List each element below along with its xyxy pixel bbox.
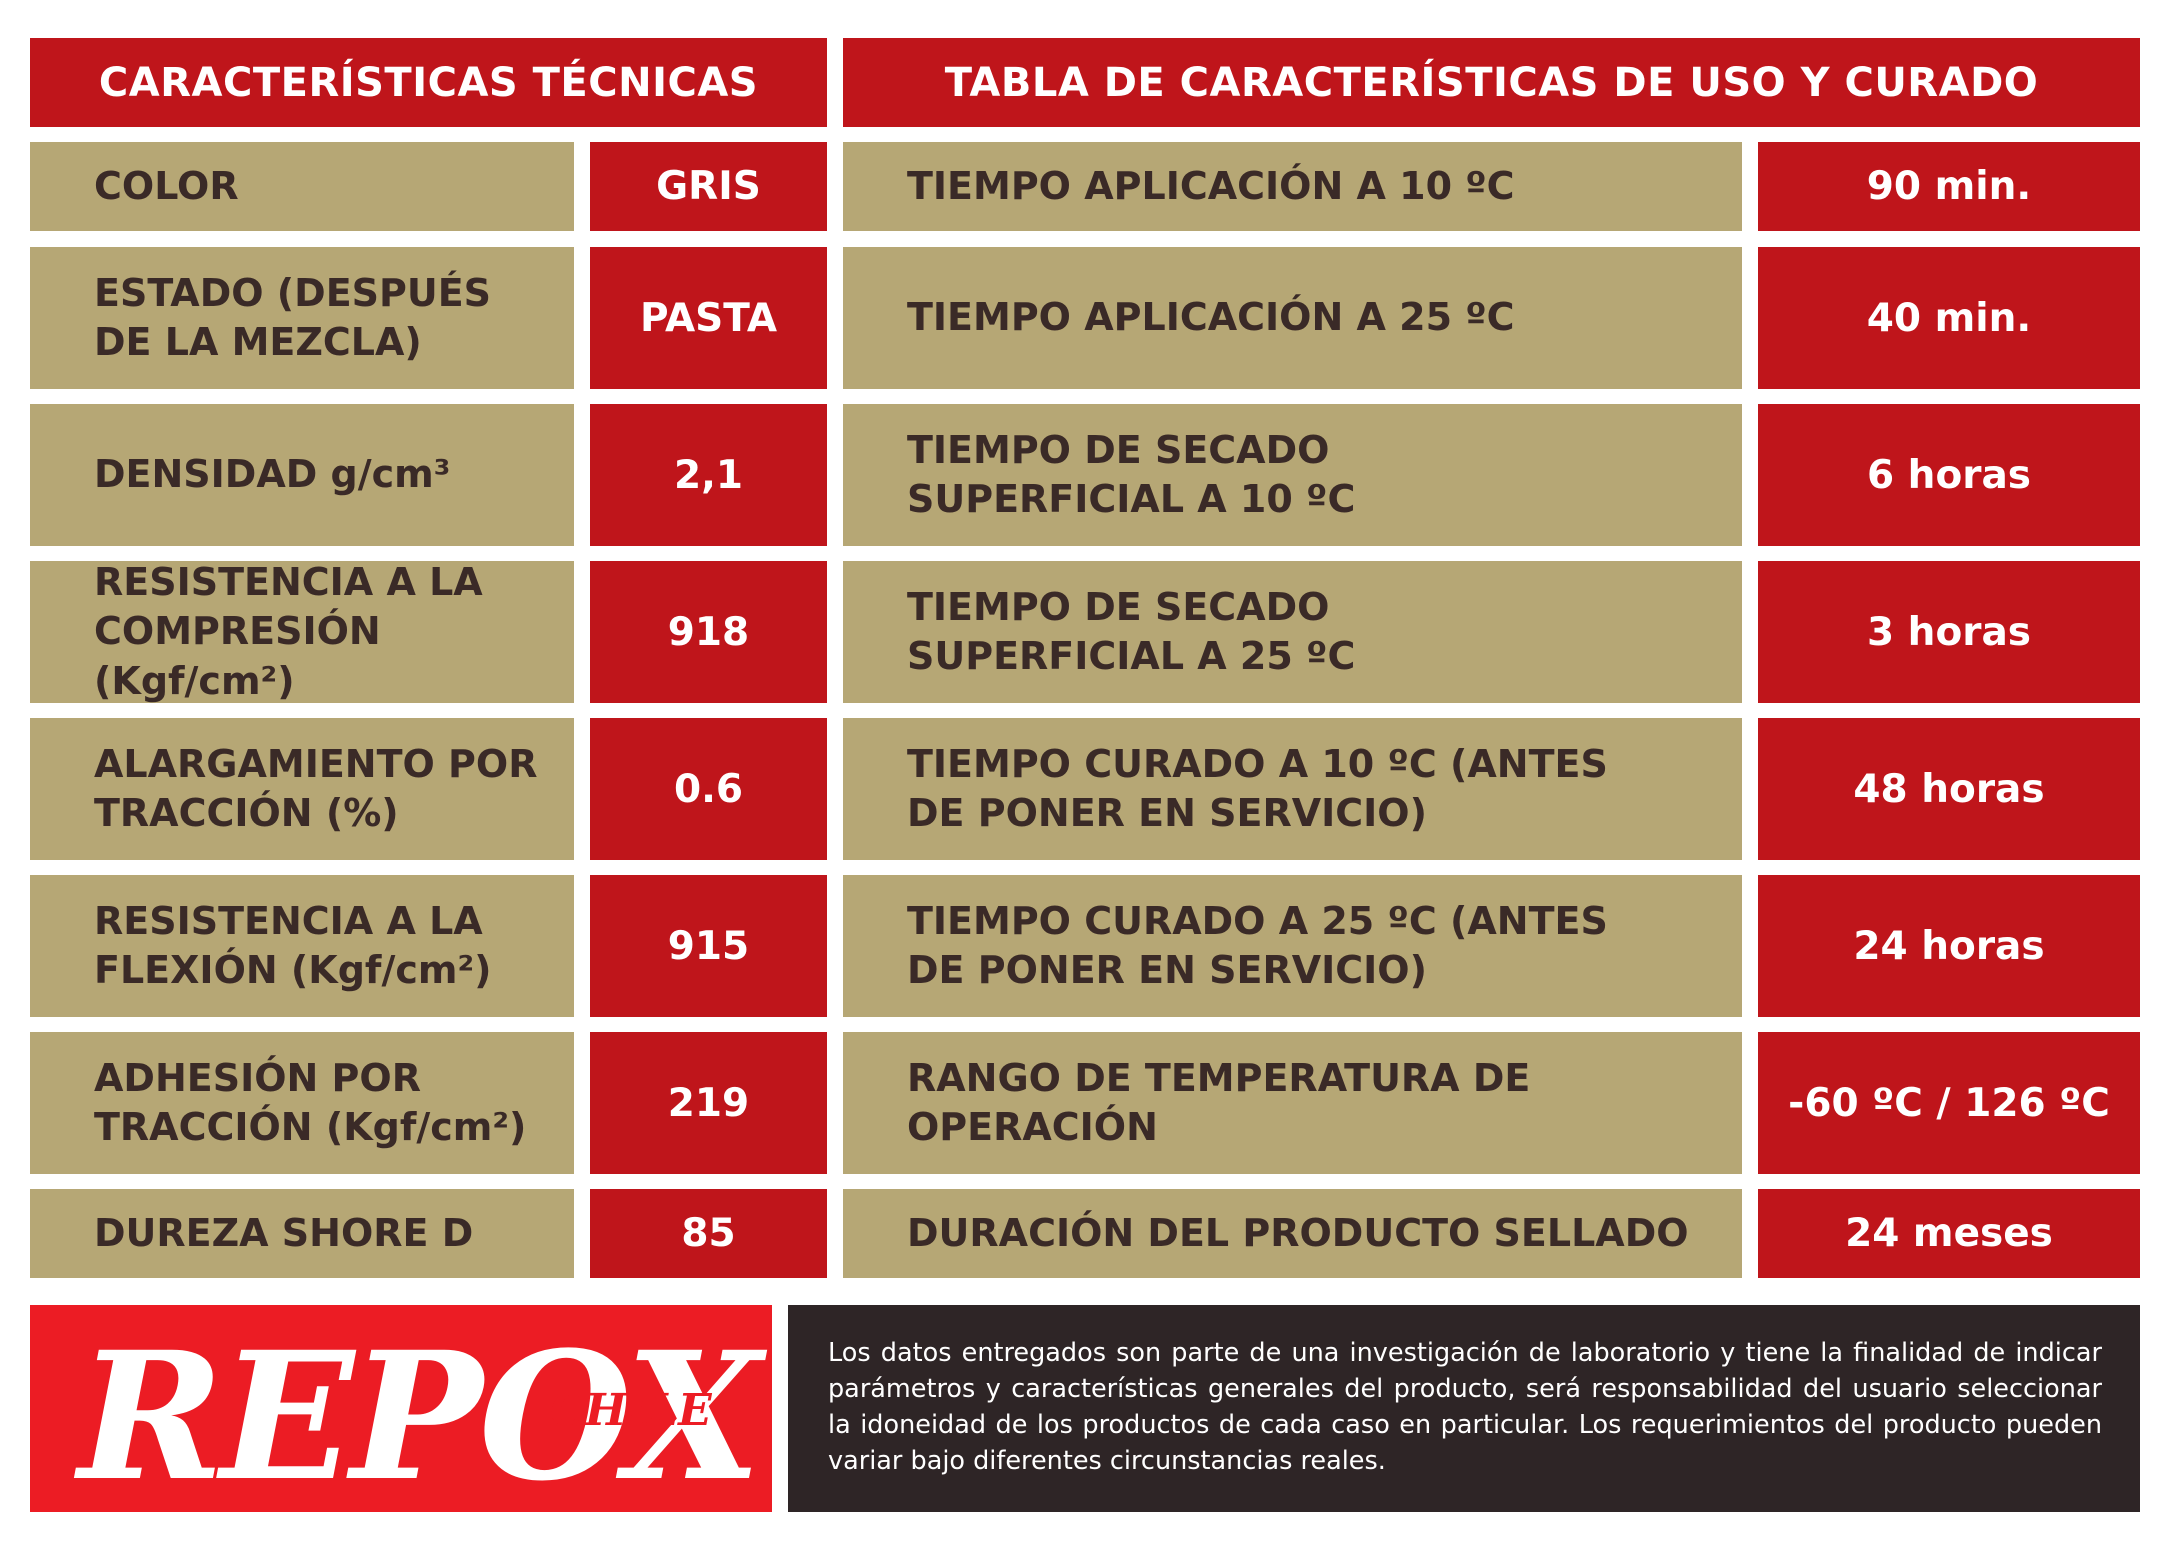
- row-value-application-10: 90 min.: [1758, 142, 2140, 231]
- row-label-temperature-range: RANGO DE TEMPERATURA DE OPERACIÓN: [843, 1032, 1742, 1174]
- row-value-application-25: 40 min.: [1758, 247, 2140, 389]
- left-header: CARACTERÍSTICAS TÉCNICAS: [30, 38, 827, 127]
- logo-subtitle: CHILE: [550, 1385, 712, 1436]
- row-label-elongation: ALARGAMIENTO POR TRACCIÓN (%): [30, 718, 574, 860]
- row-label-shelf-life: DURACIÓN DEL PRODUCTO SELLADO: [843, 1189, 1742, 1278]
- row-value-flexion: 915: [590, 875, 827, 1017]
- row-label-adhesion: ADHESIÓN POR TRACCIÓN (Kgf/cm²): [30, 1032, 574, 1174]
- row-value-cure-25: 24 horas: [1758, 875, 2140, 1017]
- row-value-state: PASTA: [590, 247, 827, 389]
- disclaimer-text: Los datos entregados son parte de una in…: [788, 1305, 2140, 1512]
- row-value-density: 2,1: [590, 404, 827, 546]
- row-label-application-25: TIEMPO APLICACIÓN A 25 ºC: [843, 247, 1742, 389]
- row-label-cure-10: TIEMPO CURADO A 10 ºC (ANTES DE PONER EN…: [843, 718, 1742, 860]
- repox-logo: REPOX CHILE: [30, 1305, 772, 1512]
- row-value-shelf-life: 24 meses: [1758, 1189, 2140, 1278]
- row-label-application-10: TIEMPO APLICACIÓN A 10 ºC: [843, 142, 1742, 231]
- row-label-compression: RESISTENCIA A LA COMPRESIÓN (Kgf/cm²): [30, 560, 574, 703]
- logo-wordmark: REPOX: [78, 1313, 762, 1520]
- row-value-color: GRIS: [590, 142, 827, 231]
- row-value-adhesion: 219: [590, 1032, 827, 1174]
- row-value-surface-dry-25: 3 horas: [1758, 561, 2140, 703]
- row-label-hardness: DUREZA SHORE D: [30, 1189, 574, 1278]
- row-value-surface-dry-10: 6 horas: [1758, 404, 2140, 546]
- row-value-hardness: 85: [590, 1189, 827, 1278]
- row-value-elongation: 0.6: [590, 718, 827, 860]
- row-label-state: ESTADO (DESPUÉS DE LA MEZCLA): [30, 247, 574, 389]
- row-label-flexion: RESISTENCIA A LA FLEXIÓN (Kgf/cm²): [30, 875, 574, 1017]
- row-label-density: DENSIDAD g/cm³: [30, 404, 574, 546]
- row-value-temperature-range: -60 ºC / 126 ºC: [1758, 1032, 2140, 1174]
- row-label-color: COLOR: [30, 142, 574, 231]
- row-label-surface-dry-25: TIEMPO DE SECADO SUPERFICIAL A 25 ºC: [843, 561, 1742, 703]
- row-label-cure-25: TIEMPO CURADO A 25 ºC (ANTES DE PONER EN…: [843, 875, 1742, 1017]
- right-header: TABLA DE CARACTERÍSTICAS DE USO Y CURADO: [843, 38, 2140, 127]
- row-value-compression: 918: [590, 561, 827, 703]
- row-label-surface-dry-10: TIEMPO DE SECADO SUPERFICIAL A 10 ºC: [843, 404, 1742, 546]
- row-value-cure-10: 48 horas: [1758, 718, 2140, 860]
